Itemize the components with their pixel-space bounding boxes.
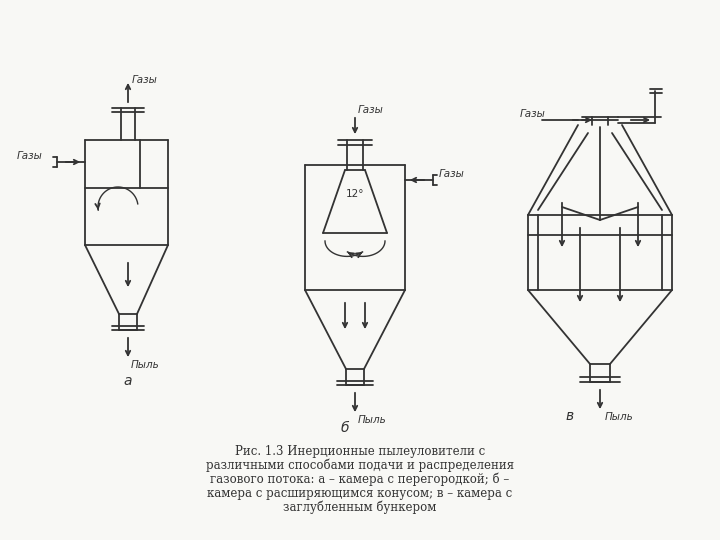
Text: Газы: Газы: [520, 109, 546, 119]
Text: заглубленным бункером: заглубленным бункером: [283, 501, 437, 515]
Text: газового потока: а – камера с перегородкой; б –: газового потока: а – камера с перегородк…: [210, 473, 510, 487]
Text: различными способами подачи и распределения: различными способами подачи и распределе…: [206, 459, 514, 472]
Text: в: в: [566, 409, 574, 423]
Text: Пыль: Пыль: [358, 415, 387, 425]
Text: Рис. 1.3 Инерционные пылеуловители с: Рис. 1.3 Инерционные пылеуловители с: [235, 445, 485, 458]
Text: Газы: Газы: [17, 151, 43, 161]
Text: Газы: Газы: [439, 169, 465, 179]
Text: Газы: Газы: [358, 105, 384, 115]
Text: Газы: Газы: [132, 75, 158, 85]
Text: Пыль: Пыль: [605, 412, 634, 422]
Text: а: а: [124, 374, 132, 388]
Text: б: б: [341, 421, 349, 435]
Text: Пыль: Пыль: [131, 360, 160, 370]
Text: 12°: 12°: [346, 189, 364, 199]
Text: камера с расширяющимся конусом; в – камера с: камера с расширяющимся конусом; в – каме…: [207, 487, 513, 500]
